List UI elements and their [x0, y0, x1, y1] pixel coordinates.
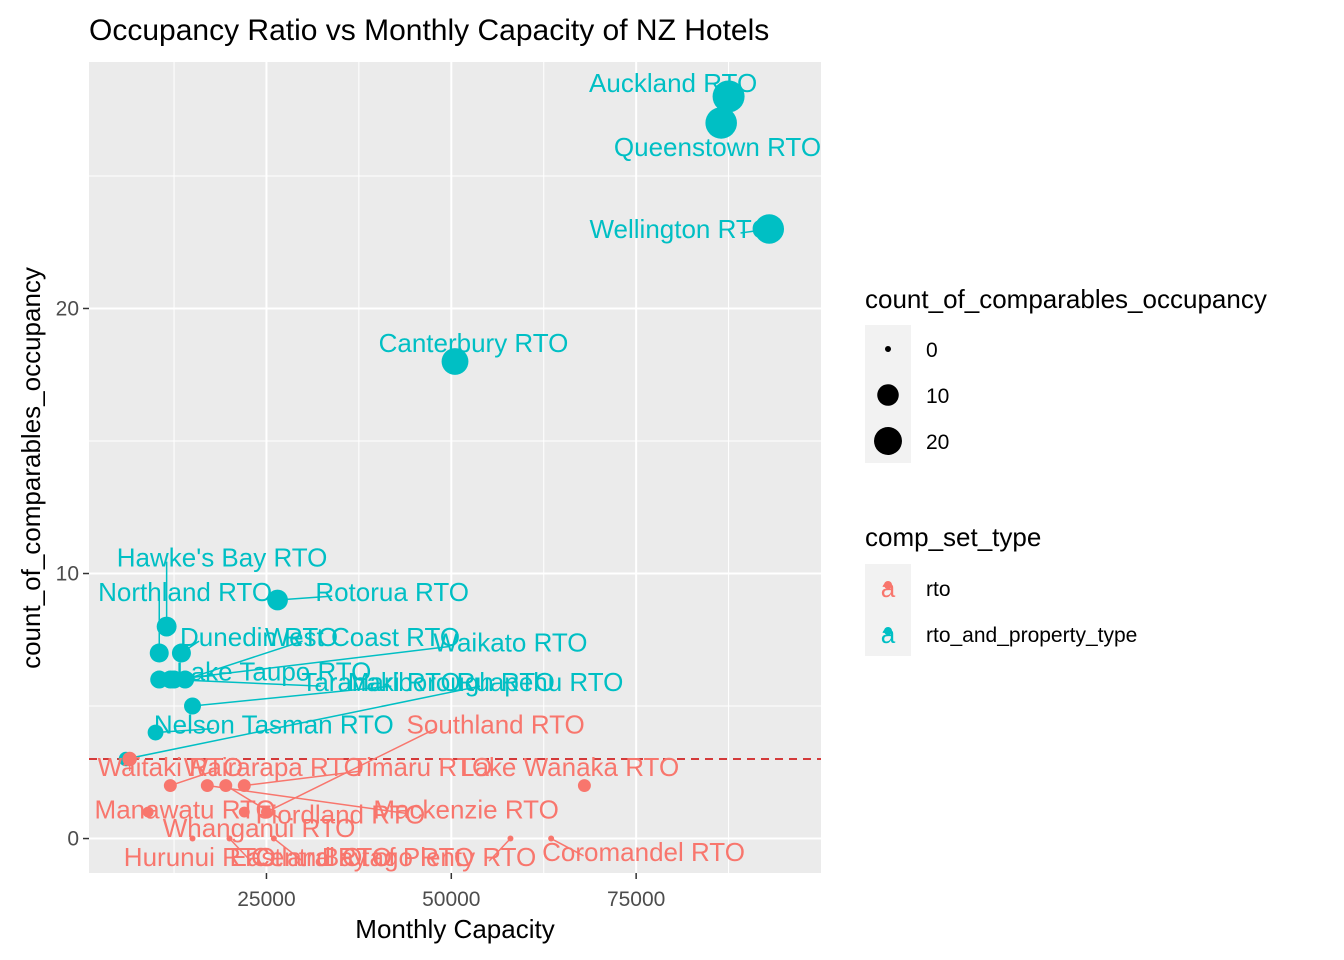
- data-point: [147, 724, 164, 741]
- data-point: [149, 643, 169, 663]
- point-label: Hurunui RTO: [124, 842, 276, 872]
- point-label: Ruapehu RTO: [457, 667, 624, 697]
- grid-lines: [89, 62, 821, 873]
- label-connector: [173, 645, 451, 681]
- x-axis-title: Monthly Capacity: [355, 914, 554, 944]
- color-legend-label: rto: [926, 578, 951, 601]
- point-labels: Auckland RTO Queenstown RTO Wellington RTO…: [95, 68, 822, 872]
- data-point: [142, 806, 154, 818]
- point-label: West Coast RTO: [265, 622, 460, 652]
- data-point: [161, 670, 180, 689]
- size-legend-symbol: [874, 427, 902, 455]
- label-connector: [273, 837, 304, 862]
- point-label: Auckland RTO: [589, 68, 757, 98]
- point-label: Waikato RTO: [433, 627, 587, 657]
- label-connector: [184, 640, 303, 681]
- data-point: [270, 835, 277, 842]
- point-label: Lake Wanaka RTO: [460, 752, 679, 782]
- color-legend-glyph: a: [881, 619, 896, 649]
- label-connector: [228, 838, 252, 862]
- data-point: [122, 751, 137, 767]
- point-label: Timaru RTO: [351, 752, 492, 782]
- label-connector: [244, 770, 362, 787]
- size-legend-symbol: [877, 384, 899, 406]
- data-point: [712, 80, 745, 113]
- point-label: Bay of Plenty RTO: [322, 842, 536, 872]
- y-tick-label: 10: [56, 563, 79, 586]
- label-connector: [170, 770, 215, 787]
- label-connector: [550, 837, 584, 857]
- plot-panel: [89, 62, 821, 873]
- point-label: Rotorua RTO: [315, 577, 469, 607]
- point-label: Lake Taupo RTO: [176, 657, 371, 687]
- size-legend-label: 0: [926, 339, 938, 362]
- color-legend-title: comp_set_type: [865, 522, 1041, 552]
- y-tick-label: 0: [67, 828, 79, 851]
- data-point: [200, 779, 214, 793]
- data-point: [754, 214, 785, 244]
- point-label: Marlborough RTO: [348, 667, 555, 697]
- data-point: [260, 806, 272, 818]
- x-tick-label: 50000: [422, 888, 480, 911]
- data-point: [507, 835, 514, 842]
- point-label: Wellington RTO: [589, 214, 771, 244]
- y-axis-ticks: 0 10 20: [56, 297, 89, 851]
- x-tick-label: 25000: [237, 888, 295, 911]
- color-legend-keys: [865, 564, 911, 656]
- data-point: [238, 806, 250, 818]
- point-label: Fiordland RTO: [256, 800, 426, 830]
- point-label: Canterbury RTO: [379, 328, 569, 358]
- point-label: Eastland RTO: [230, 842, 392, 872]
- point-label: Waitaki RTO: [98, 752, 243, 782]
- point-label: Northland RTO: [98, 577, 272, 607]
- y-tick-label: 20: [56, 297, 79, 320]
- data-point: [705, 107, 737, 139]
- size-legend-title: count_of_comparables_occupancy: [865, 284, 1267, 314]
- label-connector: [488, 838, 511, 862]
- legend: count_of_comparables_occupancy 0 10 20 comp_…: [865, 284, 1267, 656]
- label-connector: [155, 727, 214, 734]
- data-point: [226, 835, 233, 842]
- size-legend-symbol: [885, 346, 891, 352]
- point-label: Whanganui RTO: [163, 813, 356, 843]
- point-label: Central Otago RTO: [251, 842, 474, 872]
- point-label: Mackenzie RTO: [373, 794, 558, 824]
- size-legend-label: 20: [926, 431, 949, 454]
- y-axis-title: count_of_comparables_occupancy: [16, 267, 46, 669]
- point-label: Taranaki RTO: [301, 667, 460, 697]
- data-point: [171, 643, 191, 663]
- data-point: [237, 779, 251, 793]
- point-label: Hawke's Bay RTO: [117, 543, 328, 573]
- color-legend-label: rto_and_property_type: [926, 624, 1137, 647]
- label-connector: [192, 685, 392, 707]
- size-legend-label: 10: [926, 385, 949, 408]
- point-label: Coromandel RTO: [542, 837, 745, 867]
- point-label: Southland RTO: [407, 710, 585, 740]
- data-point: [156, 616, 177, 637]
- label-connectors: [125, 87, 770, 862]
- label-connector: [125, 685, 481, 760]
- data-point: [189, 835, 196, 842]
- label-connector: [170, 678, 322, 687]
- color-legend-point: [884, 627, 892, 635]
- color-legend-glyph: a: [881, 573, 896, 603]
- data-point: [163, 779, 177, 793]
- x-axis-ticks: 25000 50000 75000: [237, 873, 665, 911]
- data-point: [577, 779, 591, 793]
- x-tick-label: 75000: [607, 888, 665, 911]
- data-point: [441, 348, 469, 375]
- chart-title: Occupancy Ratio vs Monthly Capacity of N…: [89, 14, 769, 47]
- data-point: [548, 835, 555, 842]
- point-label: Nelson Tasman RTO: [154, 710, 394, 740]
- data-point: [267, 589, 288, 611]
- data-points: [118, 80, 785, 842]
- data-point: [219, 779, 233, 793]
- point-label: Queenstown RTO: [614, 132, 821, 162]
- color-legend-point: [884, 581, 892, 589]
- data-point: [184, 697, 202, 715]
- point-label: Wairarapa RTO: [184, 752, 364, 782]
- point-label: Dunedin RTO: [180, 622, 338, 652]
- point-label: Manawatu RTO: [95, 794, 276, 824]
